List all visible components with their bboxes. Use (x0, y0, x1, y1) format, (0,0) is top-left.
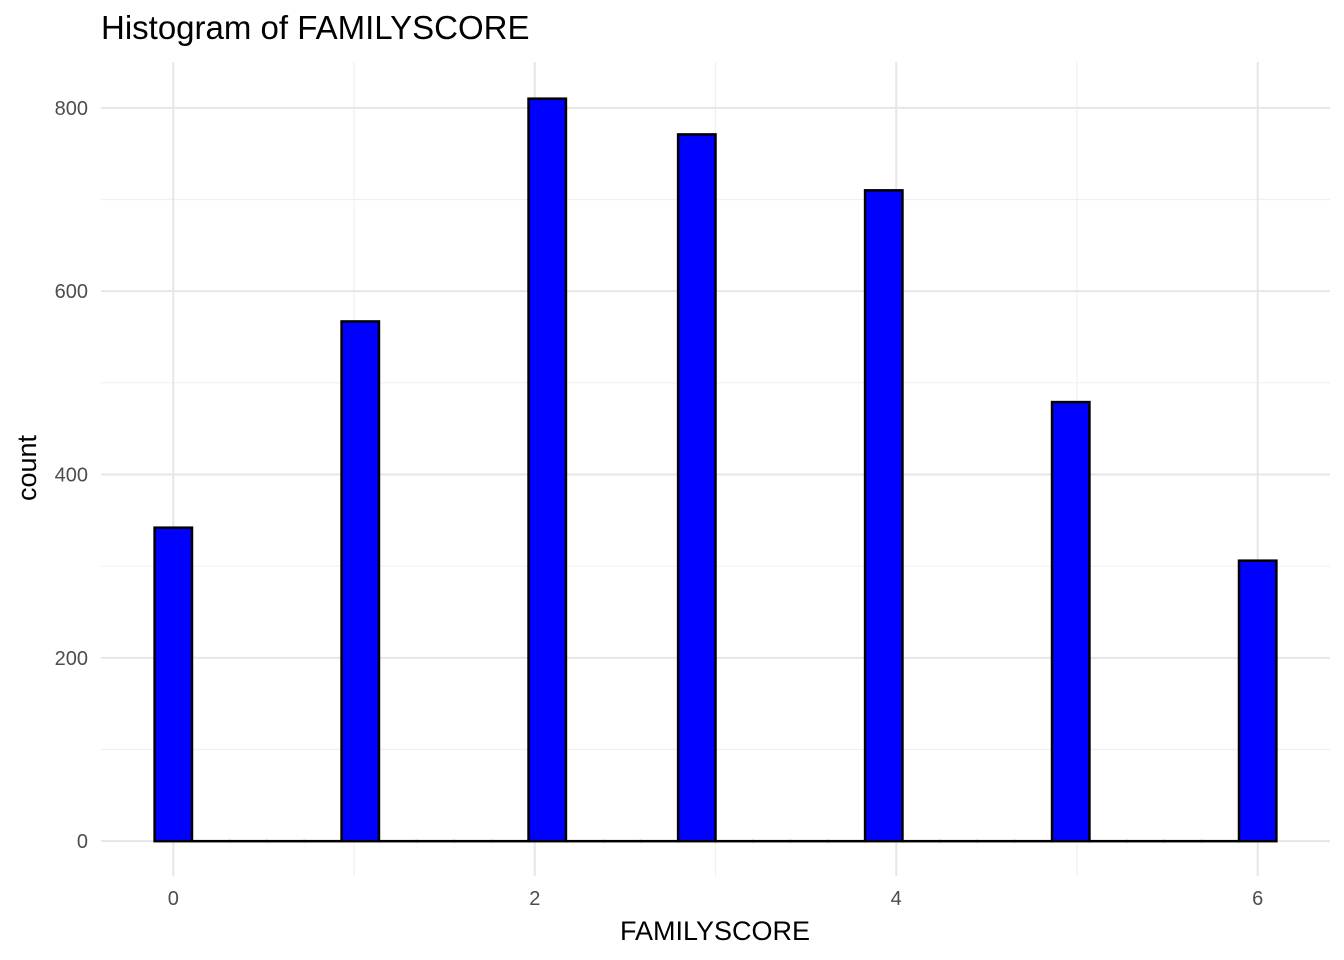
y-tick-label: 400 (55, 465, 88, 487)
histogram-bar (527, 97, 568, 843)
x-tick-label: 0 (168, 888, 179, 910)
y-axis-tick-labels: 0 200 400 600 800 (55, 98, 88, 853)
histogram-bar (1050, 400, 1091, 843)
histogram-bar (1237, 559, 1278, 843)
y-tick-label: 0 (77, 831, 88, 853)
y-tick-label: 800 (55, 98, 88, 120)
x-axis-title: FAMILYSCORE (620, 916, 810, 946)
y-tick-label: 600 (55, 281, 88, 303)
x-axis-tick-labels: 0 2 4 6 (168, 888, 1264, 910)
histogram-bar (340, 320, 381, 843)
y-tick-label: 200 (55, 648, 88, 670)
chart-title: Histogram of FAMILYSCORE (101, 9, 530, 46)
x-tick-label: 6 (1252, 888, 1263, 910)
histogram-bars (153, 97, 1278, 843)
histogram-bar (153, 526, 194, 843)
y-axis-title: count (12, 434, 42, 501)
x-tick-label: 2 (529, 888, 540, 910)
histogram-bar (863, 189, 904, 843)
x-tick-label: 4 (891, 888, 902, 910)
histogram-bar (676, 133, 717, 843)
